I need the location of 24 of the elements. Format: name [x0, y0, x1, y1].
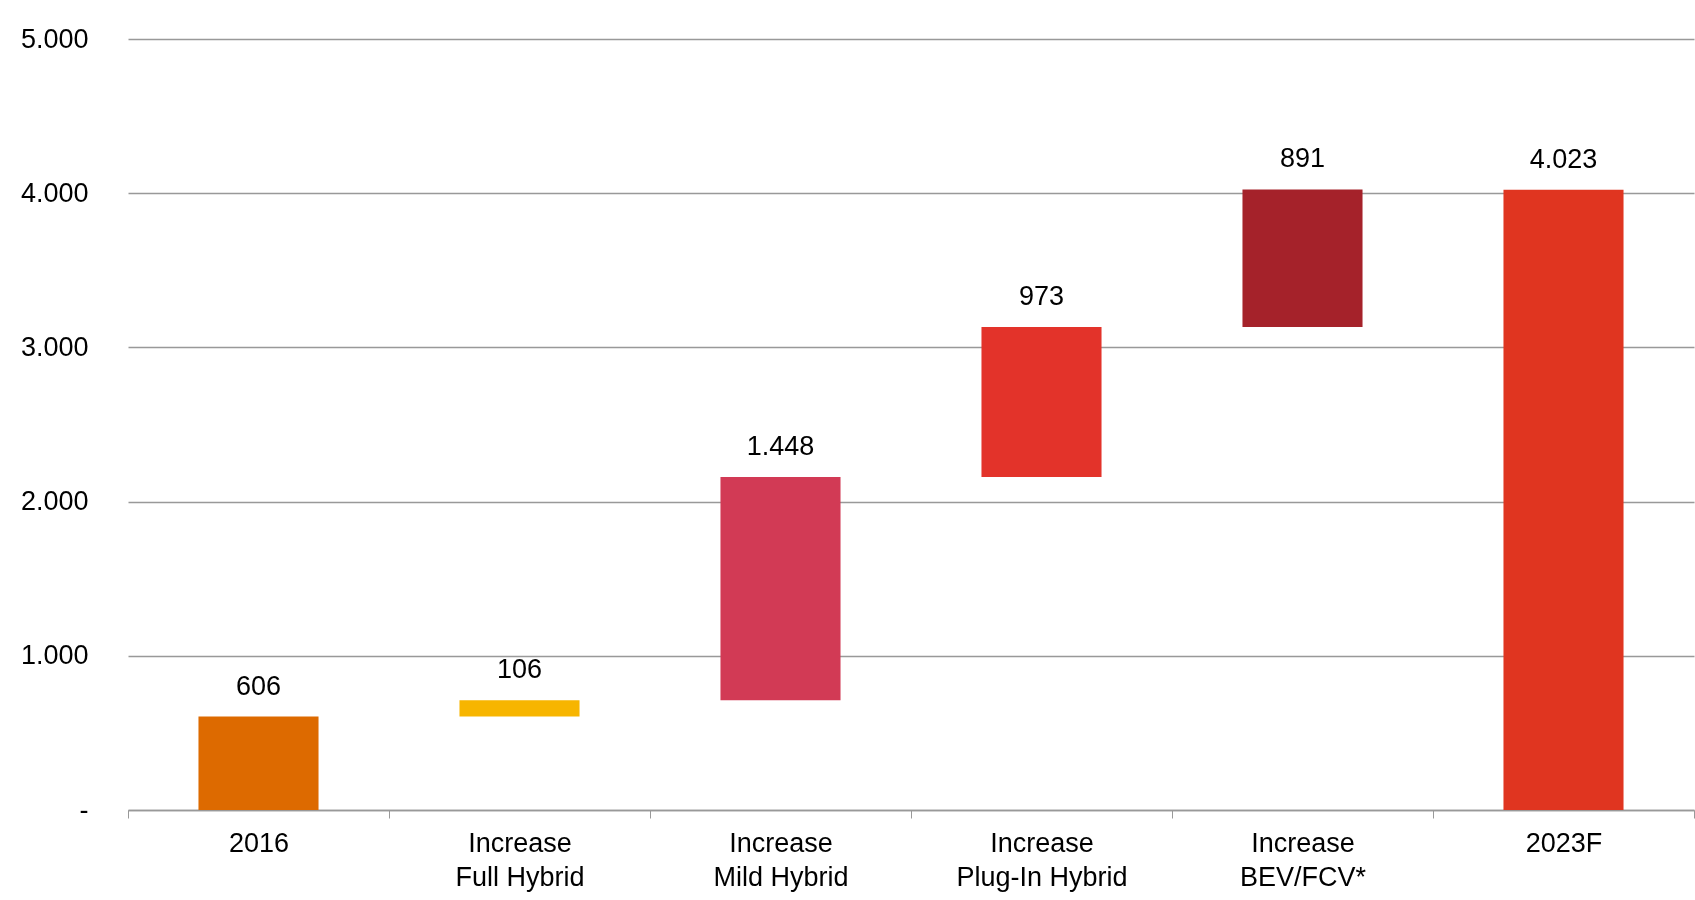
bar	[1503, 189, 1624, 810]
bar	[1242, 189, 1363, 327]
x-tick-label: Increase BEV/FCV*	[1239, 827, 1367, 892]
y-tick-label: 5.000	[20, 23, 89, 54]
bar	[720, 476, 841, 701]
y-tick-label: 4.000	[20, 177, 89, 208]
data-label: 891	[1279, 143, 1326, 174]
x-tick-label: Increase Plug-In Hybrid	[956, 827, 1128, 892]
y-tick-label: 2.000	[20, 486, 89, 517]
x-tick-label: Increase Mild Hybrid	[713, 827, 849, 892]
bar	[459, 700, 580, 717]
data-label: 4.023	[1529, 143, 1598, 174]
bar	[198, 716, 319, 810]
x-tick-label: 2023F	[1525, 827, 1603, 858]
y-tick-label: 3.000	[20, 331, 89, 362]
x-tick-label: 2016	[228, 827, 290, 858]
data-label: 106	[496, 654, 543, 685]
bar	[981, 326, 1102, 477]
y-tick-label: 1.000	[20, 640, 89, 671]
data-label: 973	[1018, 280, 1065, 311]
y-tick-label: -	[79, 794, 89, 825]
data-label: 1.448	[746, 430, 815, 461]
data-label: 606	[235, 670, 282, 701]
x-tick-label: Increase Full Hybrid	[455, 827, 585, 892]
